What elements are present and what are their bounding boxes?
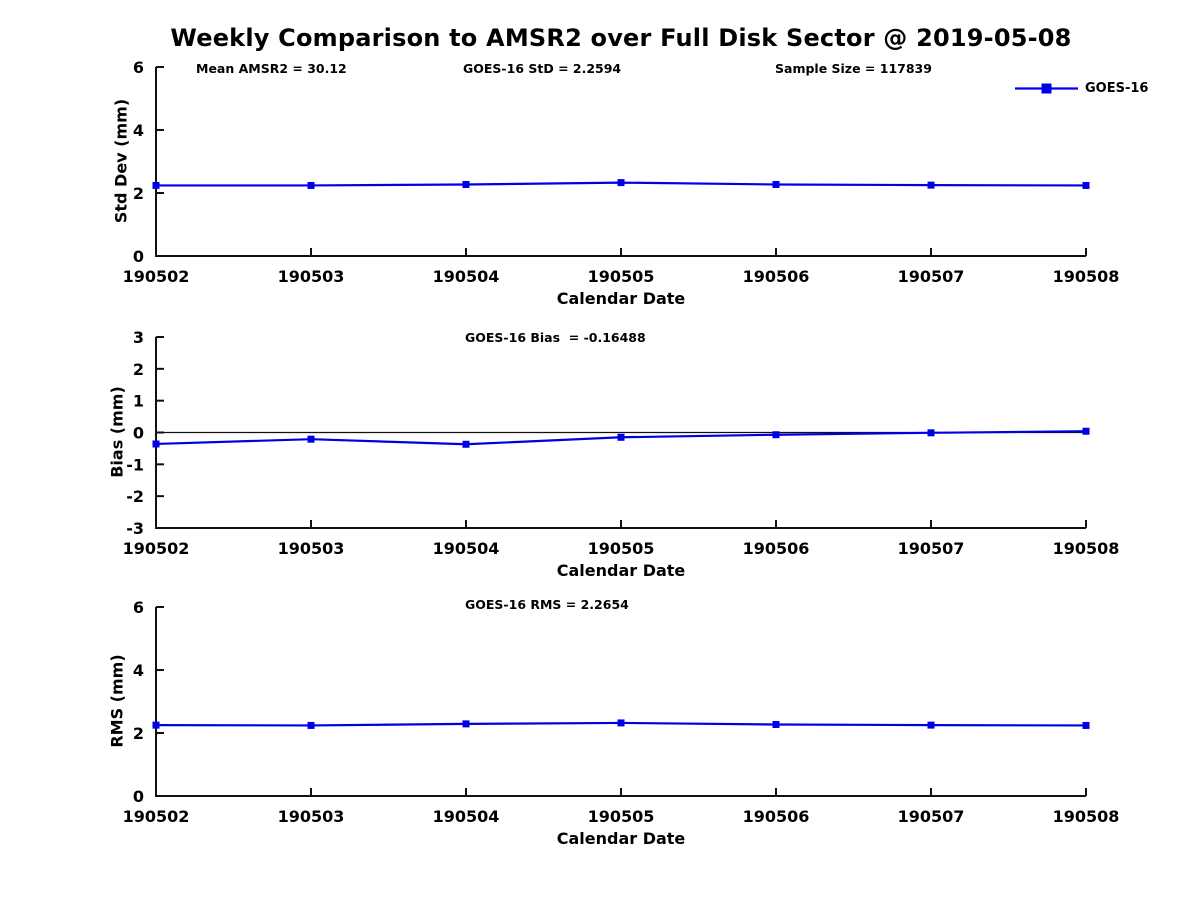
- data-point-marker: [1082, 181, 1090, 189]
- x-tick-label: 190504: [433, 807, 500, 826]
- y-tick-label: 2: [133, 724, 144, 743]
- stddev-x-axis-label: Calendar Date: [556, 289, 686, 308]
- y-tick-label: 1: [133, 392, 144, 411]
- x-tick-label: 190505: [588, 267, 655, 286]
- data-point-marker: [152, 440, 160, 448]
- y-tick-label: 0: [133, 787, 144, 806]
- stddev-y-axis-label: Std Dev (mm): [111, 98, 131, 224]
- y-tick-label: 0: [133, 424, 144, 443]
- annotation-mean-amsr2: Mean AMSR2 = 30.12: [196, 61, 347, 76]
- x-tick-label: 190507: [898, 539, 965, 558]
- y-tick-label: 0: [133, 247, 144, 266]
- y-tick-label: -1: [126, 455, 144, 474]
- data-line: [155, 721, 1087, 727]
- x-tick-label: 190504: [433, 539, 500, 558]
- bias-y-axis-label: Bias (mm): [107, 386, 127, 478]
- x-tick-label: 190502: [123, 267, 190, 286]
- data-line: [156, 181, 1087, 187]
- rms-y-axis-label: RMS (mm): [107, 654, 127, 748]
- data-point-marker: [1082, 427, 1090, 435]
- bias-x-axis-label: Calendar Date: [556, 561, 686, 580]
- data-line: [155, 430, 1087, 446]
- data-point-marker: [617, 719, 625, 727]
- y-tick-label: 4: [133, 661, 144, 680]
- axis-frame: [155, 67, 1086, 257]
- y-tick-label: -2: [126, 487, 144, 506]
- data-point-marker: [617, 433, 625, 441]
- x-tick-label: 190508: [1053, 539, 1120, 558]
- x-tick-label: 190503: [278, 539, 345, 558]
- y-tick-label: 4: [133, 121, 144, 140]
- annotation-goes16-rms: GOES-16 RMS = 2.2654: [465, 597, 629, 612]
- x-tick-label: 190504: [433, 267, 500, 286]
- y-tick-label: 3: [133, 328, 144, 347]
- data-point-marker: [462, 180, 470, 188]
- y-tick-label: 6: [133, 58, 144, 77]
- x-tick-label: 190508: [1053, 807, 1120, 826]
- x-tick-label: 190508: [1053, 267, 1120, 286]
- x-tick-label: 190502: [123, 539, 190, 558]
- x-tick-label: 190506: [743, 807, 810, 826]
- x-tick-label: 190503: [278, 267, 345, 286]
- annotation-goes16-bias: GOES-16 Bias = -0.16488: [465, 330, 646, 345]
- data-point-marker: [772, 180, 780, 188]
- x-tick-label: 190507: [898, 267, 965, 286]
- data-point-marker: [927, 429, 935, 437]
- y-tick-label: -3: [126, 519, 144, 538]
- data-point-marker: [152, 181, 160, 189]
- x-tick-label: 190502: [123, 807, 190, 826]
- x-tick-label: 190506: [743, 539, 810, 558]
- legend-series-label: GOES-16: [1085, 81, 1149, 96]
- axis-frame: [155, 337, 1086, 529]
- data-point-marker: [307, 721, 315, 729]
- x-tick-label: 190506: [743, 267, 810, 286]
- x-tick-label: 190503: [278, 807, 345, 826]
- data-point-marker: [462, 440, 470, 448]
- data-point-marker: [307, 181, 315, 189]
- x-tick-label: 190505: [588, 539, 655, 558]
- y-tick-label: 2: [133, 184, 144, 203]
- x-tick-label: 190505: [588, 807, 655, 826]
- data-point-marker: [927, 721, 935, 729]
- y-tick-label: 6: [133, 598, 144, 617]
- data-point-marker: [152, 721, 160, 729]
- data-point-marker: [772, 431, 780, 439]
- annotation-sample-size: Sample Size = 117839: [775, 61, 932, 76]
- y-tick-label: 2: [133, 360, 144, 379]
- rms-x-axis-label: Calendar Date: [556, 829, 686, 848]
- legend: GOES-16: [1015, 80, 1148, 97]
- data-point-marker: [307, 435, 315, 443]
- annotation-goes16-std: GOES-16 StD = 2.2594: [463, 61, 622, 76]
- data-point-marker: [927, 181, 935, 189]
- data-point-marker: [462, 720, 470, 728]
- figure-title: Weekly Comparison to AMSR2 over Full Dis…: [170, 24, 1072, 52]
- axis-frame: [155, 607, 1086, 797]
- data-point-marker: [617, 179, 625, 187]
- data-point-marker: [772, 720, 780, 728]
- x-tick-label: 190507: [898, 807, 965, 826]
- data-point-marker: [1082, 721, 1090, 729]
- legend-line-sample-icon: [1015, 83, 1078, 94]
